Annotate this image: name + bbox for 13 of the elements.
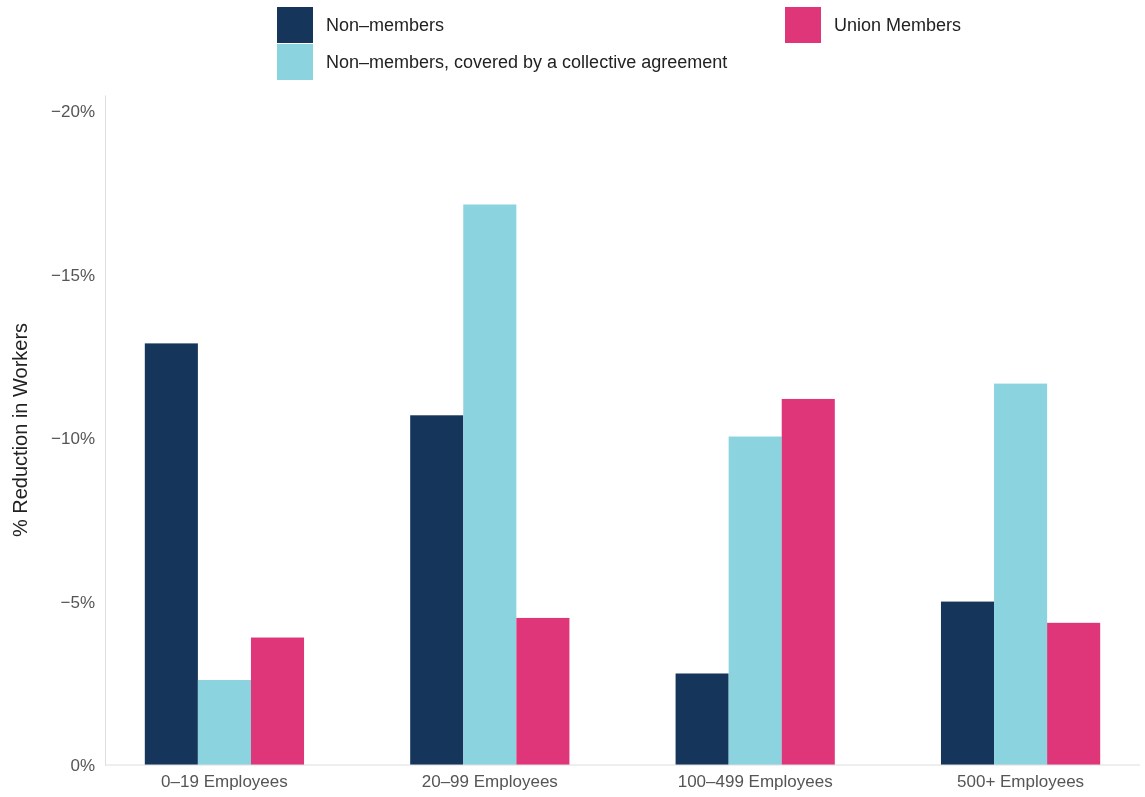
legend-label: Non–members, covered by a collective agreement — [326, 52, 728, 72]
legend-label: Non–members — [326, 15, 445, 35]
x-tick-label: 500+ Employees — [957, 772, 1085, 792]
y-tick-label: −5% — [60, 592, 95, 612]
y-tick-label: −10% — [51, 429, 95, 449]
y-axis-title: % Reduction in Workers — [9, 322, 31, 538]
legend-label: Union Members — [834, 15, 962, 35]
y-tick-label: −20% — [51, 102, 95, 122]
x-tick-label: 0–19 Employees — [161, 772, 288, 792]
x-tick-label: 100–499 Employees — [677, 772, 833, 792]
y-tick-label: 0% — [70, 755, 95, 775]
y-tick-label: −15% — [51, 265, 95, 285]
x-tick-label: 20–99 Employees — [421, 772, 558, 792]
